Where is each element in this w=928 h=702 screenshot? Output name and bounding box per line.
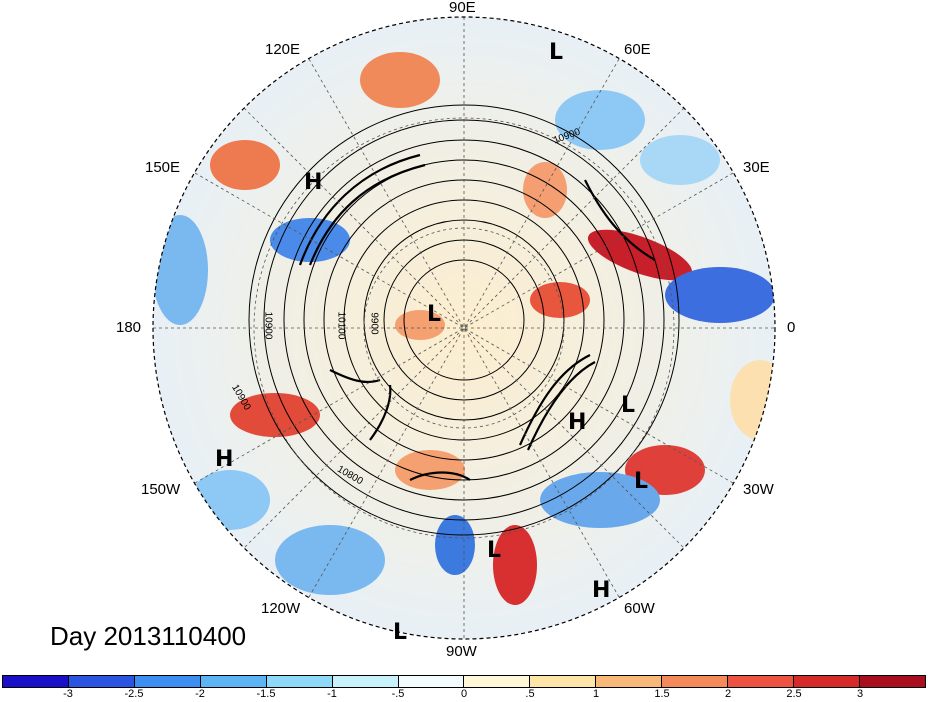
pressure-center-high: H [592,578,611,603]
colorbar-segment [332,676,399,687]
graticule [153,17,775,639]
colorbar-tick-label: 0 [460,688,468,700]
colorbar-tick-label: -1.5 [256,688,276,700]
colorbar-segment [859,676,925,687]
pressure-center-low: L [634,469,649,494]
lon-label-150e: 150E [145,159,181,176]
colorbar-tick-label: -3 [63,688,73,700]
colorbar-segment [398,676,465,687]
day-title: Day 2013110400 [50,621,247,651]
lon-label-60w: 60W [624,600,655,617]
colorbar-tick-label: 2.5 [786,688,802,700]
lon-label-90e: 90E [449,0,476,16]
colorbar-segment [596,676,663,687]
colorbar-segment [794,676,860,687]
pressure-center-low: L [393,620,408,645]
pressure-center-high: H [215,447,234,472]
colorbar [2,675,926,688]
pressure-center-high: H [568,410,587,435]
colorbar-segment [728,676,795,687]
lon-label-30e: 30E [743,159,770,176]
colorbar-tick-label: 1.5 [654,688,670,700]
lon-label-90w: 90W [446,643,477,660]
lon-label-30w: 30W [743,481,774,498]
pressure-center-low: L [621,393,636,418]
colorbar-segment [266,676,333,687]
colorbar-tick-label: -1 [327,688,337,700]
colorbar-tick-label: 2 [724,688,732,700]
contour-label: 10100 [335,311,347,340]
map-boundary [152,16,776,640]
pressure-center-low: L [487,538,502,563]
lon-label-0: 0 [787,319,796,336]
colorbar-segment [530,676,597,687]
lon-label-60e: 60E [624,41,651,58]
colorbar-segment [134,676,201,687]
colorbar-segment [464,676,531,687]
lon-label-150w: 150W [141,481,181,498]
colorbar-tick-label: 3 [856,688,864,700]
lon-label-180: 180 [116,319,142,336]
colorbar-tick-label: -2.5 [124,688,144,700]
pressure-center-low: L [549,40,564,65]
colorbar-tick-label: .5 [525,688,535,700]
colorbar-segment [3,676,69,687]
colorbar-segment [68,676,135,687]
contour-label: 9900 [368,312,380,335]
pressure-center-low: L [427,302,442,327]
lon-label-120w: 120W [261,600,301,617]
pressure-center-high: H [304,170,323,195]
polar-map [152,16,776,640]
colorbar-tick-label: 1 [592,688,600,700]
contour-label: 10900 [262,311,274,340]
colorbar-tick-label: -2 [195,688,205,700]
lon-label-120e: 120E [265,41,301,58]
colorbar-segment [662,676,729,687]
colorbar-segment [200,676,267,687]
colorbar-tick-label: -.5 [391,688,405,700]
